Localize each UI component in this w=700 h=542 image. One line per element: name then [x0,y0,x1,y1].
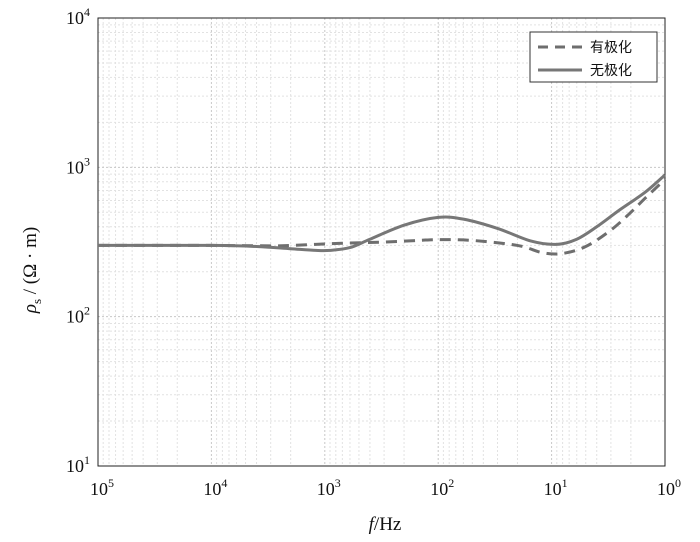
legend-label-polarized: 有极化 [590,40,632,56]
y-tick-label: 101 [66,453,90,476]
legend-box [529,31,658,83]
x-axis-label: f/Hz [369,514,402,535]
y-tick-label: 104 [66,5,90,28]
grid-lines [98,18,666,467]
tick-labels: 105 104 103 102 101 100 101 102 103 104 [66,5,681,499]
series-line-nonpolarized [98,173,666,253]
x-tick-label: 102 [430,476,454,499]
x-tick-label: 104 [203,476,227,499]
plot-area-border [97,17,666,467]
legend-label-nonpolarized: 无极化 [590,63,632,79]
series-layer [98,173,667,256]
y-tick-label: 102 [66,304,90,327]
legend: 有极化 无极化 [529,31,658,83]
x-tick-label: 101 [544,476,568,499]
x-tick-label: 100 [657,476,681,499]
plot-frame [97,17,666,467]
y-axis-label: ρs / (Ω · m) [20,227,44,314]
x-tick-label: 103 [317,476,341,499]
y-tick-label: 103 [66,154,90,177]
x-tick-label: 105 [90,476,114,499]
